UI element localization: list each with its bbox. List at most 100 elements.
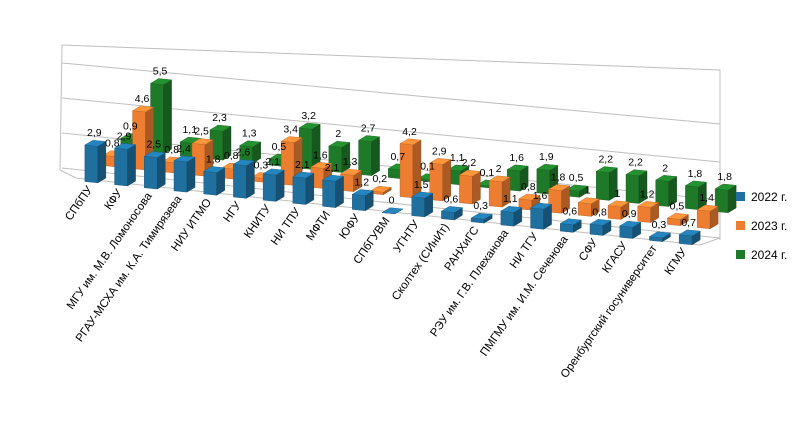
value-label: 2 [662, 162, 668, 174]
bar-2024г-16 [595, 166, 618, 201]
legend-item-2022: 2022 г. [736, 188, 800, 205]
bar-top-face [684, 180, 708, 188]
bar-side-face [335, 175, 344, 208]
bar-top-face [381, 207, 404, 215]
bar-top-face [429, 158, 452, 165]
value-label: 1,6 [313, 149, 328, 161]
bar-side-face [371, 136, 380, 176]
value-label: 2,1 [295, 159, 310, 171]
value-label: 0,3 [652, 219, 667, 231]
bar-top-face [399, 138, 422, 146]
value-label: 0,8 [105, 138, 120, 150]
bar-2023г-15 [547, 184, 571, 214]
value-label: 0,7 [681, 217, 696, 229]
bar-2022г-19 [648, 231, 672, 243]
chart-value-labels: 0,9 5,5 1,1 2,3 1,3 0,5 3,2 2 2,7 0,7 0,1 1,1 0,1 1,6… [87, 66, 732, 231]
value-label: 1,3 [242, 128, 257, 140]
value-label: 1 [615, 188, 621, 200]
bar-2024г-6 [298, 122, 321, 170]
value-label: 1,8 [206, 153, 221, 165]
bar-2022г-3 [173, 155, 196, 193]
value-label: 0,5 [670, 200, 685, 212]
bar-top-face [113, 143, 137, 150]
value-label: 1,6 [509, 152, 524, 164]
category-label: Сколтех (СИнИт) [390, 221, 452, 302]
bar-2023г-13 [488, 175, 511, 208]
bar-top-face [678, 229, 701, 237]
value-label: 1,9 [539, 151, 554, 163]
value-label: 1,4 [699, 192, 714, 204]
bar-2024г-19 [684, 180, 708, 211]
bar-top-face [209, 124, 232, 132]
value-label: 1,2 [640, 188, 655, 200]
bar-2024г-17 [625, 169, 648, 204]
bar-front-face [637, 205, 651, 223]
bar-top-face [637, 201, 660, 208]
bar-2022г-14 [500, 206, 523, 227]
value-label: 3,2 [301, 110, 316, 122]
value-label: 2,4 [176, 143, 191, 155]
value-label: 0,8 [164, 144, 179, 156]
value-label: 2,5 [146, 138, 161, 150]
bar-front-face [114, 147, 128, 187]
bar-2024г-13 [506, 164, 529, 192]
legend-label-2024: 2024 г. [751, 247, 788, 262]
bar-2023г-12 [458, 169, 482, 205]
bar-front-face [233, 164, 247, 199]
bar-top-face [232, 159, 256, 166]
bar-top-face [339, 168, 363, 176]
bar-front-face [500, 210, 515, 227]
bar-top-face [648, 231, 672, 239]
bar-top-face [143, 151, 166, 158]
bar-top-face [369, 185, 392, 193]
chart-bars [84, 78, 737, 246]
value-label: 0,3 [473, 200, 488, 212]
bar-front-face [322, 179, 336, 208]
bar-2023г-11 [429, 158, 452, 202]
bar-front-face [578, 202, 592, 217]
bar-top-face [565, 184, 589, 192]
bar-front-face [696, 209, 711, 229]
value-label: 4,6 [135, 93, 150, 105]
value-label: 0,9 [123, 120, 138, 132]
bar-top-face [411, 191, 434, 199]
value-label: 1,1 [182, 124, 197, 136]
bar-2024г-3 [209, 124, 232, 161]
value-label: 0,8 [224, 150, 239, 162]
category-label: УГНТУ [392, 218, 423, 255]
bar-front-face [488, 180, 503, 208]
bar-top-face [280, 136, 303, 143]
bar-side-face [157, 152, 166, 190]
category-label: КГМУ [663, 246, 690, 278]
bar-front-face [560, 223, 574, 233]
bar-top-face [458, 169, 482, 177]
value-label: 0,2 [372, 173, 387, 185]
bar-top-face [149, 78, 173, 85]
bar-2024г-8 [357, 135, 381, 176]
bar-front-face [607, 205, 622, 220]
value-label: 0,3 [254, 159, 269, 171]
bar-2022г-13 [470, 213, 493, 224]
legend-label-2022: 2022 г. [751, 189, 788, 204]
legend-swatch-2023 [736, 221, 745, 230]
bar-front-face [596, 171, 610, 201]
value-label: 0,9 [622, 208, 637, 220]
bar-side-face [305, 172, 315, 205]
bar-2023г-16 [577, 197, 600, 217]
value-label: 0,8 [592, 206, 607, 218]
bar-top-face [625, 169, 648, 176]
value-label: 1,5 [414, 179, 429, 191]
bar-side-face [275, 169, 285, 202]
value-label: 0,5 [569, 172, 584, 184]
bar-front-face [352, 194, 366, 211]
bar-2022г-7 [292, 171, 315, 205]
value-label: 1 [585, 185, 591, 197]
bar-front-face [459, 174, 473, 205]
value-label: 2,9 [432, 145, 447, 157]
category-label: МФТИ [304, 209, 333, 243]
bar-2024г-18 [655, 175, 678, 207]
bar-top-face [191, 138, 214, 145]
bar-front-face [84, 144, 99, 184]
bar-2022г-16 [559, 218, 582, 233]
